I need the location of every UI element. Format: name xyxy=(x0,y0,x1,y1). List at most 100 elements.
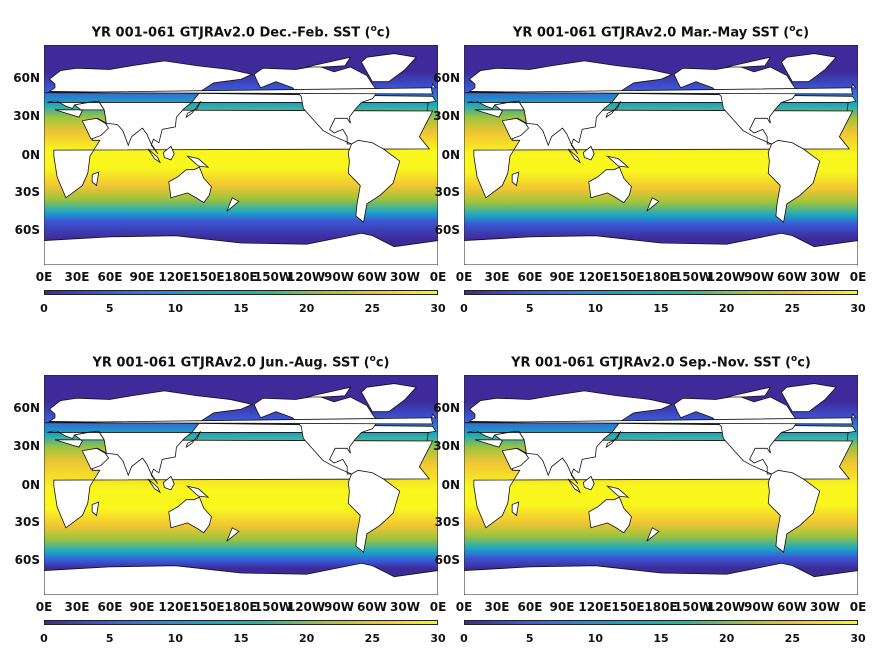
land-mass xyxy=(185,101,201,119)
land-mass xyxy=(44,232,438,265)
lon-tick-label: 30W xyxy=(810,270,840,284)
lon-tick-label: 90W xyxy=(324,600,354,614)
colorbar xyxy=(44,290,438,295)
lon-tick-label: 30W xyxy=(390,270,420,284)
land-mass xyxy=(185,485,210,498)
land-mass xyxy=(45,413,437,425)
colorbar-tick-label: 15 xyxy=(653,632,669,645)
lon-tick-label: 120W xyxy=(706,270,746,284)
land-mass xyxy=(347,469,401,553)
land-mass xyxy=(780,383,837,413)
lon-tick-label: 0E xyxy=(849,600,867,614)
land-mass xyxy=(44,562,438,595)
land-mass xyxy=(646,197,660,212)
lat-tick-label: 30S xyxy=(434,185,460,199)
land-mass xyxy=(673,65,799,145)
lon-tick-label: 150E xyxy=(611,600,645,614)
lon-tick-label: 60E xyxy=(517,600,543,614)
lon-tick-label: 150W xyxy=(673,600,713,614)
lat-tick-label: 60S xyxy=(14,223,40,237)
colorbar-tick-label: 15 xyxy=(233,302,249,315)
lon-tick-label: 150W xyxy=(673,270,713,284)
lat-tick-label: 0N xyxy=(21,148,40,162)
lat-tick-label: 0N xyxy=(441,478,460,492)
lat-tick-label: 30N xyxy=(433,109,460,123)
lon-tick-label: 90E xyxy=(129,270,155,284)
land-mass xyxy=(168,166,212,204)
lat-tick-label: 60N xyxy=(13,401,40,415)
lon-tick-label: 30E xyxy=(64,600,90,614)
colorbar-tick-label: 15 xyxy=(233,632,249,645)
land-mass xyxy=(226,197,240,212)
land-mass xyxy=(185,431,201,449)
lon-tick-label: 30W xyxy=(390,600,420,614)
lon-tick-label: 0E xyxy=(35,600,53,614)
sst-map xyxy=(464,375,858,595)
panel-title: YR 001-061 GTJRAv2.0 Sep.-Nov. SST (oc) xyxy=(511,354,811,371)
colorbar-tick-label: 5 xyxy=(105,632,114,645)
land-mass xyxy=(588,166,632,204)
land-mass xyxy=(185,155,210,168)
lon-tick-label: 90W xyxy=(744,270,774,284)
lat-tick-label: 30S xyxy=(14,515,40,529)
land-mass xyxy=(168,496,212,534)
land-mass xyxy=(47,390,437,485)
lon-tick-label: 120E xyxy=(578,600,612,614)
lon-tick-label: 0E xyxy=(35,270,53,284)
colorbar-tick-label: 10 xyxy=(167,632,183,645)
land-mass xyxy=(306,56,352,68)
lon-tick-label: 30E xyxy=(484,600,510,614)
lon-tick-label: 0E xyxy=(429,270,447,284)
lat-tick-label: 60N xyxy=(13,71,40,85)
lon-tick-label: 30E xyxy=(484,270,510,284)
lon-tick-label: 90E xyxy=(129,600,155,614)
colorbar-tick-label: 30 xyxy=(430,632,446,645)
colorbar-tick-label: 30 xyxy=(850,632,866,645)
land-mass xyxy=(253,65,379,145)
colorbar-tick-label: 10 xyxy=(587,632,603,645)
land-mass xyxy=(360,383,417,413)
land-mass xyxy=(501,447,530,470)
lon-tick-label: 30W xyxy=(810,600,840,614)
land-mass xyxy=(567,148,581,164)
colorbar-tick-label: 25 xyxy=(364,302,380,315)
map-panel xyxy=(464,375,858,595)
land-mass xyxy=(162,475,175,491)
colorbar xyxy=(464,620,858,625)
panel-title: YR 001-061 GTJRAv2.0 Dec.-Feb. SST (oc) xyxy=(91,24,391,41)
land-mass xyxy=(605,155,630,168)
colorbar xyxy=(464,290,858,295)
colorbar-tick-label: 10 xyxy=(587,302,603,315)
lat-tick-label: 60S xyxy=(434,223,460,237)
lat-tick-label: 60N xyxy=(433,71,460,85)
lat-tick-label: 60N xyxy=(433,401,460,415)
land-mass xyxy=(767,139,821,223)
lon-tick-label: 120W xyxy=(286,600,326,614)
land-mass xyxy=(162,145,175,161)
lon-tick-label: 60W xyxy=(357,600,387,614)
lon-tick-label: 0E xyxy=(429,600,447,614)
lat-tick-label: 0N xyxy=(441,148,460,162)
land-mass xyxy=(605,101,621,119)
lat-tick-label: 60S xyxy=(14,553,40,567)
colorbar-tick-label: 20 xyxy=(719,632,735,645)
lon-tick-label: 90W xyxy=(324,270,354,284)
land-mass xyxy=(501,117,530,140)
lon-tick-label: 90W xyxy=(744,600,774,614)
land-mass xyxy=(147,478,161,494)
colorbar-tick-label: 5 xyxy=(525,302,534,315)
lon-tick-label: 120W xyxy=(706,600,746,614)
land-mass xyxy=(511,171,520,187)
land-mass xyxy=(780,53,837,83)
lon-tick-label: 0E xyxy=(455,270,473,284)
colorbar-tick-label: 25 xyxy=(784,632,800,645)
land-mass xyxy=(582,145,595,161)
lon-tick-label: 150E xyxy=(611,270,645,284)
lat-tick-label: 60S xyxy=(434,553,460,567)
sst-map xyxy=(44,375,438,595)
lon-tick-label: 0E xyxy=(849,270,867,284)
lon-tick-label: 0E xyxy=(455,600,473,614)
land-mass xyxy=(467,390,857,485)
lat-tick-label: 30N xyxy=(433,439,460,453)
land-mass xyxy=(306,386,352,398)
